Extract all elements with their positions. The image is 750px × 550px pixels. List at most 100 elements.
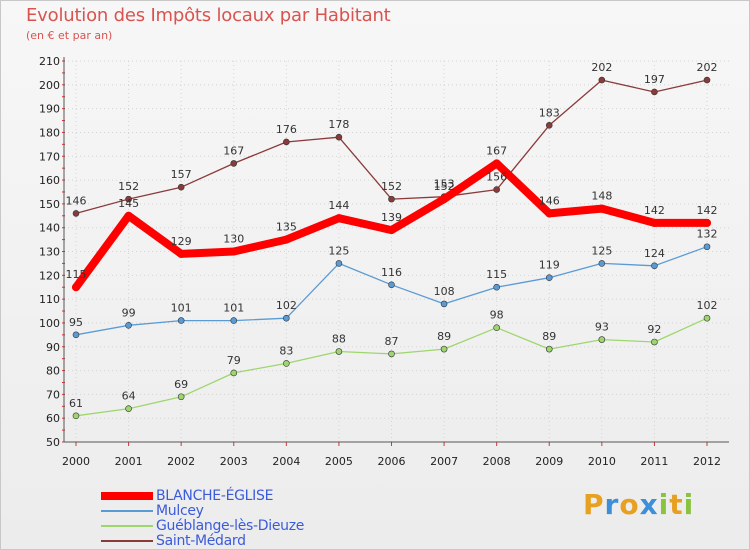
legend-swatch <box>101 492 153 500</box>
data-point <box>492 159 501 168</box>
data-label: 148 <box>591 190 612 203</box>
x-tick-label: 2003 <box>220 455 248 468</box>
data-point <box>283 314 290 322</box>
x-tick-label: 2001 <box>115 455 143 468</box>
data-point <box>493 283 500 291</box>
x-tick-label: 2012 <box>693 455 721 468</box>
data-point <box>651 88 658 96</box>
logo-letter: x <box>639 488 659 521</box>
data-point <box>493 324 500 332</box>
data-point <box>229 247 238 256</box>
data-point <box>651 262 658 270</box>
data-point <box>177 249 186 258</box>
data-label: 135 <box>276 221 297 234</box>
data-label: 99 <box>122 306 136 319</box>
logo-letter: i <box>658 488 670 521</box>
data-point <box>282 235 291 244</box>
y-tick-label: 200 <box>39 79 60 92</box>
y-tick-label: 140 <box>39 222 60 235</box>
y-tick-label: 130 <box>39 246 60 259</box>
data-label: 152 <box>118 180 139 193</box>
data-label: 101 <box>171 302 192 315</box>
data-label: 64 <box>122 390 136 403</box>
data-label: 119 <box>539 259 560 272</box>
data-point <box>335 133 343 141</box>
data-label: 95 <box>69 316 83 329</box>
data-label: 102 <box>697 299 718 312</box>
x-tick-label: 2009 <box>535 455 563 468</box>
data-point <box>598 260 606 267</box>
data-label: 132 <box>697 228 718 241</box>
data-point <box>125 322 132 329</box>
y-tick-label: 90 <box>46 341 60 354</box>
data-label: 124 <box>644 247 665 260</box>
y-tick-label: 120 <box>39 269 60 282</box>
data-point <box>388 281 395 289</box>
y-tick-label: 50 <box>46 436 60 449</box>
data-label: 153 <box>434 178 455 191</box>
data-point <box>335 348 343 355</box>
data-point <box>72 283 80 292</box>
data-label: 152 <box>381 180 402 193</box>
data-point <box>230 317 238 324</box>
data-label: 61 <box>69 397 83 410</box>
data-label: 146 <box>539 194 560 207</box>
data-point <box>703 76 711 84</box>
data-point <box>334 214 343 223</box>
data-label: 139 <box>381 211 402 224</box>
data-label: 108 <box>434 285 455 298</box>
data-label: 167 <box>223 144 244 157</box>
data-label: 129 <box>171 235 192 248</box>
x-tick-label: 2007 <box>430 455 458 468</box>
data-point <box>651 338 658 346</box>
legend-label: Mulcey <box>156 503 204 519</box>
data-point <box>703 314 711 322</box>
legend-swatch <box>101 525 153 527</box>
data-label: 202 <box>697 61 718 74</box>
y-tick-label: 70 <box>46 388 60 401</box>
y-tick-label: 170 <box>39 150 60 163</box>
x-tick-label: 2004 <box>272 455 300 468</box>
x-tick-label: 2011 <box>640 455 668 468</box>
data-point <box>335 260 343 267</box>
data-point <box>230 369 238 377</box>
data-label: 152 <box>434 180 455 193</box>
chart-title: Evolution des Impôts locaux par Habitant <box>26 5 391 26</box>
data-label: 69 <box>174 378 188 391</box>
y-tick-label: 180 <box>39 126 60 139</box>
data-point <box>493 186 500 193</box>
logo-letter: o <box>619 488 640 521</box>
data-label: 79 <box>227 354 241 367</box>
data-point <box>545 274 553 281</box>
legend-swatch <box>101 540 153 542</box>
y-tick-label: 100 <box>39 317 60 330</box>
data-label: 157 <box>171 168 192 181</box>
data-point <box>598 76 606 84</box>
data-label: 92 <box>647 323 661 336</box>
data-label: 98 <box>490 309 504 322</box>
data-point <box>545 345 553 353</box>
y-tick-label: 150 <box>39 198 60 211</box>
logo-letter: i <box>683 488 695 521</box>
chart-subtitle: (en € et par an) <box>26 29 113 42</box>
data-point <box>703 243 711 251</box>
data-label: 125 <box>591 244 612 257</box>
data-point <box>440 345 448 353</box>
data-point <box>283 138 290 146</box>
data-label: 156 <box>486 171 507 184</box>
data-point <box>283 360 290 367</box>
data-point <box>650 218 659 227</box>
proxiti-logo: Proxiti <box>583 488 694 521</box>
x-tick-label: 2010 <box>588 455 616 468</box>
data-point <box>545 209 554 218</box>
data-label: 197 <box>644 73 665 86</box>
data-point <box>597 204 606 213</box>
data-label: 176 <box>276 123 297 136</box>
legend-swatch <box>101 510 153 512</box>
y-tick-label: 80 <box>46 365 60 378</box>
data-point <box>440 300 448 308</box>
data-label: 89 <box>437 330 451 343</box>
data-point <box>125 195 132 203</box>
